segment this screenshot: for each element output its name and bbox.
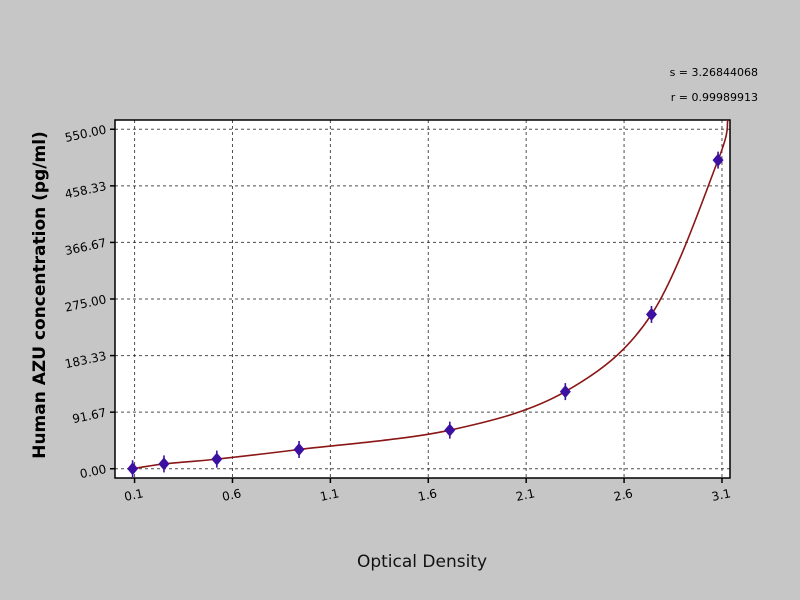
y-tick-label: 0.00 (79, 462, 108, 481)
x-tick-label: 0.1 (123, 486, 145, 504)
data-point (645, 307, 657, 321)
x-tick-label: 1.6 (417, 486, 439, 504)
y-tick-label: 91.67 (71, 405, 108, 426)
fit-statistics: s = 3.26844068 r = 0.99989913 (670, 60, 758, 110)
x-tick-label: 0.6 (221, 486, 243, 504)
fit-r-value: r = 0.99989913 (670, 91, 758, 104)
data-point (559, 385, 571, 399)
data-point (293, 442, 305, 456)
x-tick-label: 1.1 (319, 486, 341, 504)
data-point (444, 423, 456, 437)
y-tick-label: 275.00 (64, 292, 108, 314)
y-tick-label: 366.67 (64, 236, 108, 258)
fit-curve (132, 120, 729, 470)
x-axis-title: Optical Density (356, 552, 488, 572)
y-tick-label: 183.33 (64, 349, 108, 371)
data-point (712, 153, 724, 167)
x-tick-label: 2.6 (612, 486, 634, 504)
y-tick-label: 550.00 (64, 122, 108, 144)
y-tick-label: 458.33 (64, 179, 108, 201)
data-point (211, 452, 223, 466)
y-axis-title: Human AZU concentration (pg/ml) (30, 131, 50, 459)
x-tick-label: 3.1 (710, 486, 732, 504)
fit-s-value: s = 3.26844068 (669, 66, 758, 79)
data-point (127, 462, 139, 476)
data-point (158, 457, 170, 471)
x-tick-label: 2.1 (515, 486, 537, 504)
